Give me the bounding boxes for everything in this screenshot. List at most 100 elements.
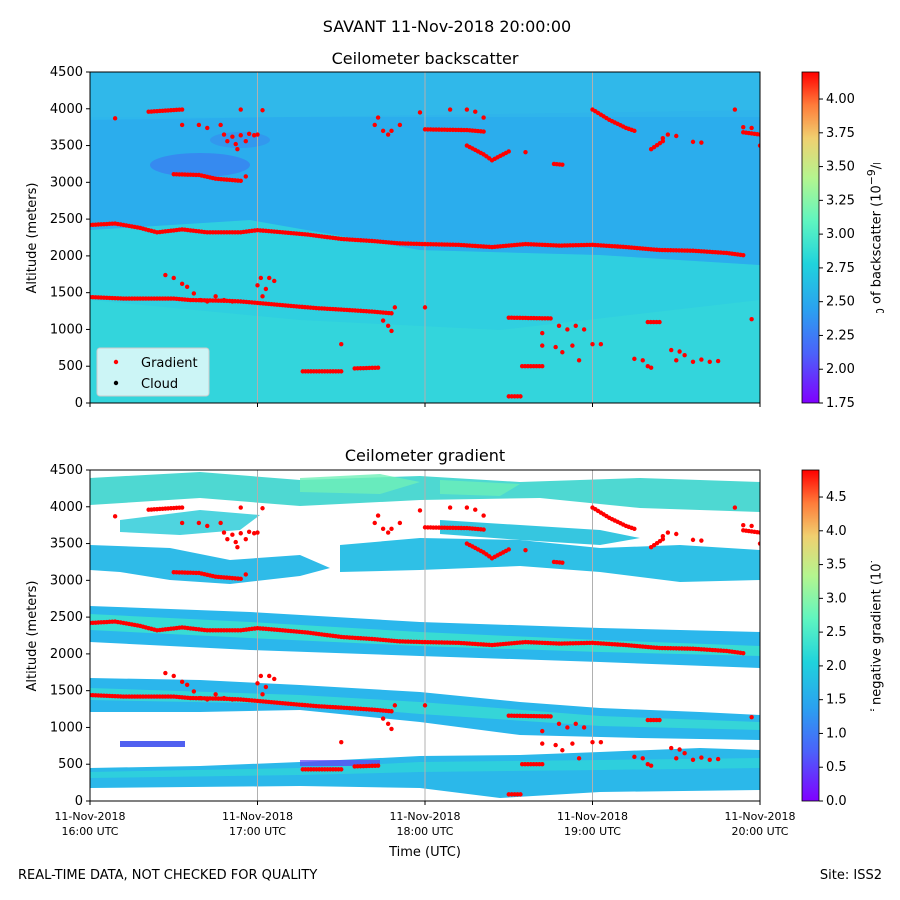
gradient-point (632, 128, 637, 134)
colorbar-tick-label: 2.75 (826, 261, 855, 276)
gradient-x-ticks: 11-Nov-2018 16:00 UTC 11-Nov-2018 17:00 UTC… (54, 801, 796, 838)
gradient-point (243, 572, 248, 577)
gradient-point (556, 721, 562, 726)
colorbar-tick-label: 2.5 (826, 625, 847, 640)
gradient-point (198, 297, 203, 303)
gradient-point (218, 122, 223, 128)
gradient-point (389, 709, 394, 714)
gradient-point (205, 125, 210, 131)
gradient-point (235, 545, 240, 550)
gradient-point (540, 364, 545, 369)
gradient-point (518, 394, 523, 399)
gradient-point (757, 132, 760, 137)
gradient-point (565, 725, 570, 730)
gradient-point (397, 122, 403, 128)
gradient-point (260, 506, 265, 511)
legend-cloud-label: Cloud (141, 377, 178, 392)
gradient-point (464, 107, 470, 112)
gradient-point (481, 527, 486, 532)
gradient-point (243, 138, 248, 144)
gradient-point (112, 116, 118, 121)
gradient-point (481, 513, 486, 518)
x-tick-label: 11-Nov-2018 (222, 810, 293, 823)
backscatter-dark-patch (150, 153, 250, 177)
gradient-point (372, 122, 377, 128)
gradient-point (540, 728, 545, 734)
backscatter-colorbar-gradient (801, 71, 820, 404)
gradient-point (260, 692, 265, 697)
gradient-point (238, 107, 243, 112)
gradient-point (205, 523, 210, 529)
gradient-point (473, 109, 478, 114)
gradient-point (243, 174, 248, 179)
gradient-point (660, 136, 666, 141)
x-tick-label: 11-Nov-2018 (389, 810, 460, 823)
gradient-band-upper-3 (120, 510, 260, 535)
gradient-point (553, 742, 558, 748)
gradient-point (380, 716, 386, 721)
gradient-point (699, 140, 704, 145)
gradient-point (749, 523, 754, 529)
gradient-point (690, 757, 696, 763)
gradient-point (590, 739, 595, 745)
gradient-ylabel: Altitude (meters) (25, 581, 40, 692)
gradient-point (540, 762, 545, 767)
gradient-point (518, 792, 523, 797)
gradient-band-3800 (440, 520, 640, 545)
gradient-band-upper-1 (90, 545, 330, 584)
gradient-point (598, 341, 604, 347)
gradient-point (221, 530, 227, 535)
legend-cloud-marker (113, 380, 119, 386)
gradient-point (565, 327, 570, 332)
gradient-point (556, 323, 562, 328)
gradient-point (660, 534, 666, 539)
gradient-point (255, 132, 260, 137)
gradient-point (645, 762, 650, 767)
figure-title: SAVANT 11-Nov-2018 20:00:00 (323, 17, 571, 36)
gradient-point (707, 359, 712, 365)
colorbar-tick-label: 2.25 (826, 328, 855, 343)
gradient-point (235, 147, 240, 152)
gradient-point (741, 252, 746, 258)
gradient-point (389, 726, 394, 732)
gradient-point (632, 754, 637, 760)
gradient-point (669, 745, 674, 751)
gradient-colorbar: 0.0 0.5 1.0 1.5 2.0 2.5 3.0 3.5 4.0 4.5 Log10 of … (801, 469, 884, 809)
gradient-point (233, 141, 238, 147)
gradient-point (184, 682, 190, 687)
gradient-point (218, 520, 223, 526)
gradient-point (179, 122, 185, 128)
gradient-point (560, 748, 565, 753)
gradient-point (548, 316, 553, 321)
colorbar-tick-label: 1.0 (826, 726, 847, 741)
gradient-point (225, 138, 230, 144)
panel2-title: Ceilometer gradient (345, 446, 505, 465)
gradient-patch-purple (300, 760, 380, 766)
gradient-point (339, 341, 344, 347)
gradient-point (690, 359, 696, 365)
gradient-point (171, 275, 176, 281)
gradient-point (523, 149, 528, 155)
y-tick-label: 4000 (50, 102, 83, 117)
gradient-point (749, 714, 754, 720)
gradient-point (677, 747, 682, 752)
gradient-point (657, 717, 662, 723)
gradient-point (225, 536, 230, 542)
gradient-plot: 0 500 1000 1500 2000 2500 3000 3500 4000 4500 11-… (25, 463, 796, 860)
gradient-point (506, 547, 511, 552)
x-tick-label: 17:00 UTC (229, 825, 286, 838)
gradient-point (385, 132, 391, 137)
gradient-point (196, 122, 202, 128)
y-tick-label: 4500 (50, 65, 83, 80)
y-tick-label: 0 (75, 794, 83, 809)
gradient-point (380, 128, 386, 134)
gradient-point (506, 149, 511, 154)
gradient-point (255, 283, 260, 288)
gradient-point (213, 294, 218, 299)
y-tick-label: 1000 (50, 720, 83, 735)
gradient-point (179, 505, 185, 510)
gradient-point (246, 529, 252, 534)
x-tick-label: 11-Nov-2018 (557, 810, 628, 823)
y-tick-label: 2500 (50, 212, 83, 227)
gradient-point (163, 272, 168, 278)
